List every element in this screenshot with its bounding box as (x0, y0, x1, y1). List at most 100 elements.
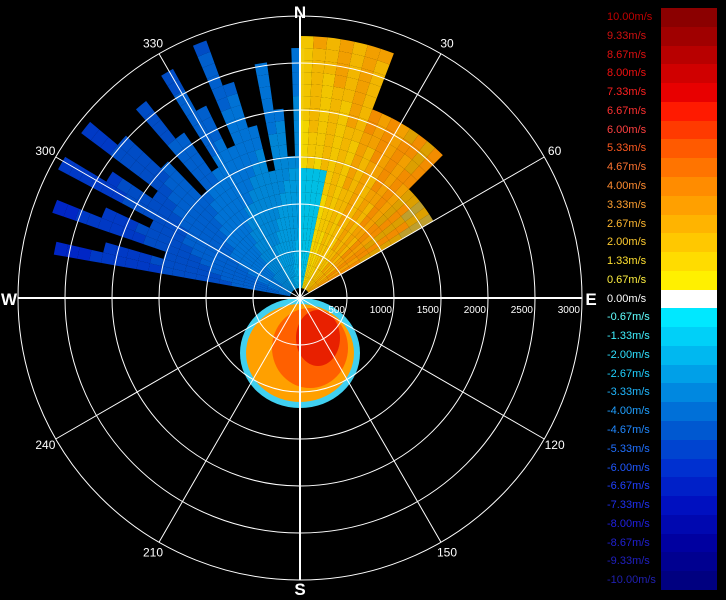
legend-label: 6.67m/s (607, 105, 646, 117)
legend-swatch (661, 477, 717, 496)
legend-label: 0.67m/s (607, 274, 646, 286)
legend-swatch (661, 496, 717, 515)
echo-cell (291, 192, 297, 204)
echo-cell (300, 168, 307, 180)
echo-cell (289, 168, 296, 180)
legend-swatch (661, 308, 717, 327)
legend-label: 10.00m/s (607, 11, 652, 23)
range-tick-label: 2000 (464, 305, 487, 316)
echo-cell (266, 122, 277, 135)
echo-cell (308, 132, 317, 145)
legend-swatch (661, 196, 717, 215)
legend-label: -5.33m/s (607, 443, 650, 455)
legend-label: 1.33m/s (607, 255, 646, 267)
echo-cell (300, 156, 307, 168)
legend-swatch (661, 139, 717, 158)
echo-cell (54, 242, 68, 257)
legend-row: 7.33m/s (605, 83, 717, 101)
legend-label: -0.67m/s (607, 311, 650, 323)
echo-cell (277, 133, 287, 146)
legend-label: 5.33m/s (607, 142, 646, 154)
echo-cell (261, 98, 273, 112)
legend-row: -7.33m/s (605, 496, 717, 514)
legend-label: -8.00m/s (607, 518, 650, 530)
legend-swatch (661, 102, 717, 121)
echo-cell (311, 84, 323, 97)
echo-cell (317, 121, 327, 134)
echo-cell (321, 85, 333, 98)
legend-swatch (661, 383, 717, 402)
range-tick-label: 500 (328, 305, 345, 316)
legend-label: 6.00m/s (607, 124, 646, 136)
legend-row: -6.67m/s (605, 477, 717, 495)
legend-swatch (661, 421, 717, 440)
legend-row: -2.00m/s (605, 346, 717, 364)
echo-cell (335, 63, 349, 77)
legend-label: -6.67m/s (607, 480, 650, 492)
compass-s-label: S (294, 580, 305, 599)
echo-cell (339, 39, 354, 53)
legend-label: -10.00m/s (607, 574, 656, 586)
echo-cell (257, 74, 270, 88)
legend-label: 0.00m/s (607, 293, 646, 305)
legend-swatch (661, 252, 717, 271)
azimuth-label: 330 (143, 36, 163, 50)
legend-label: -6.00m/s (607, 462, 650, 474)
echo-cell (66, 244, 80, 258)
legend-swatch (661, 365, 717, 384)
legend-label: -1.33m/s (607, 330, 650, 342)
legend-swatch (661, 402, 717, 421)
legend-swatch (661, 83, 717, 102)
legend-label: 7.33m/s (607, 86, 646, 98)
echo-cell (300, 120, 309, 132)
legend-row: -6.00m/s (605, 459, 717, 477)
echo-cell (309, 120, 319, 133)
legend-label: -2.00m/s (607, 349, 650, 361)
legend-label: 3.33m/s (607, 199, 646, 211)
legend-label: -2.67m/s (607, 368, 650, 380)
legend-row: -9.33m/s (605, 552, 717, 570)
legend-swatch (661, 440, 717, 459)
echo-cell (326, 37, 341, 51)
echo-cell (312, 60, 325, 73)
legend-row: 9.33m/s (605, 27, 717, 45)
legend-swatch (661, 233, 717, 252)
echo-cell (275, 121, 285, 134)
legend-label: 2.00m/s (607, 236, 646, 248)
legend-label: -4.67m/s (607, 424, 650, 436)
echo-cell (324, 61, 338, 74)
echo-cell (300, 144, 308, 156)
echo-cell (271, 145, 281, 158)
echo-blob-core (296, 310, 340, 366)
compass-w-label: W (1, 290, 18, 309)
legend-label: -8.67m/s (607, 537, 650, 549)
echo-cell (77, 247, 91, 261)
legend-swatch (661, 271, 717, 290)
echo-cell (300, 48, 313, 60)
echo-cell (311, 72, 323, 85)
legend-swatch (661, 552, 717, 571)
azimuth-label: 240 (35, 438, 55, 452)
legend-swatch (661, 215, 717, 234)
legend-row: -8.00m/s (605, 515, 717, 533)
range-tick-label: 3000 (558, 305, 581, 316)
legend-row: 2.00m/s (605, 233, 717, 251)
echo-cell (325, 49, 339, 63)
echo-cell (300, 96, 311, 108)
range-tick-label: 1500 (417, 305, 440, 316)
echo-cell (255, 62, 269, 76)
legend-swatch (661, 515, 717, 534)
compass-e-label: E (585, 290, 596, 309)
legend-row: 5.33m/s (605, 139, 717, 157)
legend-swatch (661, 327, 717, 346)
legend-swatch (661, 121, 717, 140)
range-tick-label: 2500 (511, 305, 534, 316)
radar-plot: 500 1000 1500 2000 2500 300030601201502102403… (0, 0, 600, 600)
legend-row: 2.67m/s (605, 215, 717, 233)
legend-row: -4.67m/s (605, 421, 717, 439)
legend-label: 8.67m/s (607, 49, 646, 61)
echo-cell (259, 86, 272, 100)
legend-row: -4.00m/s (605, 402, 717, 420)
legend-swatch (661, 46, 717, 65)
legend-swatch (661, 290, 717, 309)
